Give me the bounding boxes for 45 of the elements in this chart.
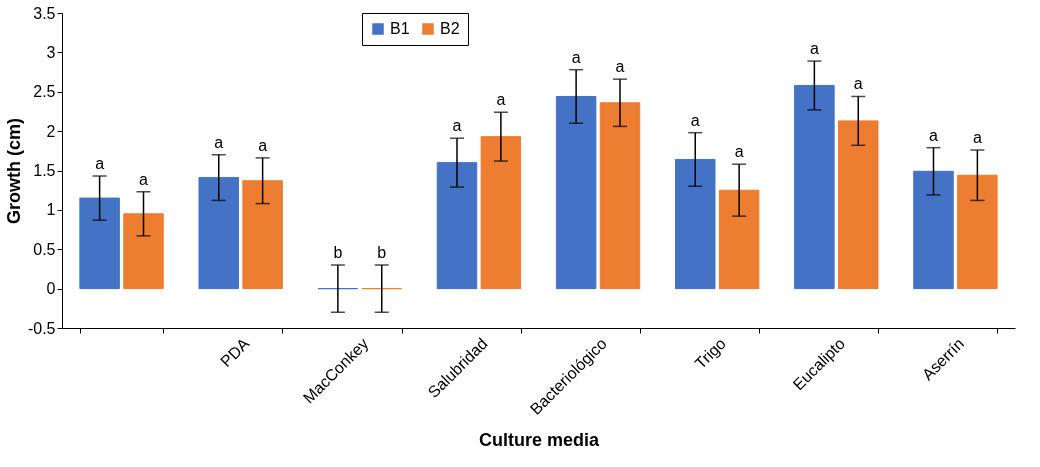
data-label: a [929,126,939,144]
bar [838,120,879,290]
y-tick-label: 3 [46,43,56,61]
bar [436,162,478,290]
y-tick-label: 1 [46,201,56,219]
bar [957,174,998,290]
y-tick-label: 2 [46,122,56,140]
y-tick-label: 0 [46,280,56,298]
x-tick-label: PDA [217,334,253,371]
bar [242,180,283,290]
bar [198,177,239,290]
data-label: a [452,117,462,135]
data-label: a [809,40,819,58]
data-label: a [571,48,581,66]
bar [599,102,641,290]
data-label: a [972,129,982,147]
data-label: b [333,244,343,261]
bar [674,158,716,290]
bar [794,84,835,290]
data-label: a [258,136,268,154]
y-tick-label: 0.5 [33,240,56,258]
bar [718,189,760,290]
bar [79,197,120,290]
bar [480,136,522,290]
x-axis-title: Culture media [478,429,600,450]
data-label: a [496,91,506,109]
bar [913,170,954,290]
y-tick-label: 2.5 [33,83,56,101]
bar [555,95,597,290]
data-label: a [853,75,863,93]
y-tick-label: 1.5 [33,162,56,179]
data-label: a [615,58,625,76]
data-label: a [214,133,224,151]
data-label: a [734,143,744,161]
data-label: b [377,244,387,261]
legend-label: B1 [390,20,410,37]
data-label: a [95,155,105,173]
y-tick-label: -0.5 [27,319,56,337]
y-axis-title: Growth (cm) [3,118,24,224]
bar [123,213,164,290]
x-tick-label: Trigo [691,334,730,373]
y-tick-label: 3.5 [33,4,56,22]
legend-label: B2 [440,20,460,37]
data-label: a [139,170,149,188]
data-label: a [690,111,700,129]
